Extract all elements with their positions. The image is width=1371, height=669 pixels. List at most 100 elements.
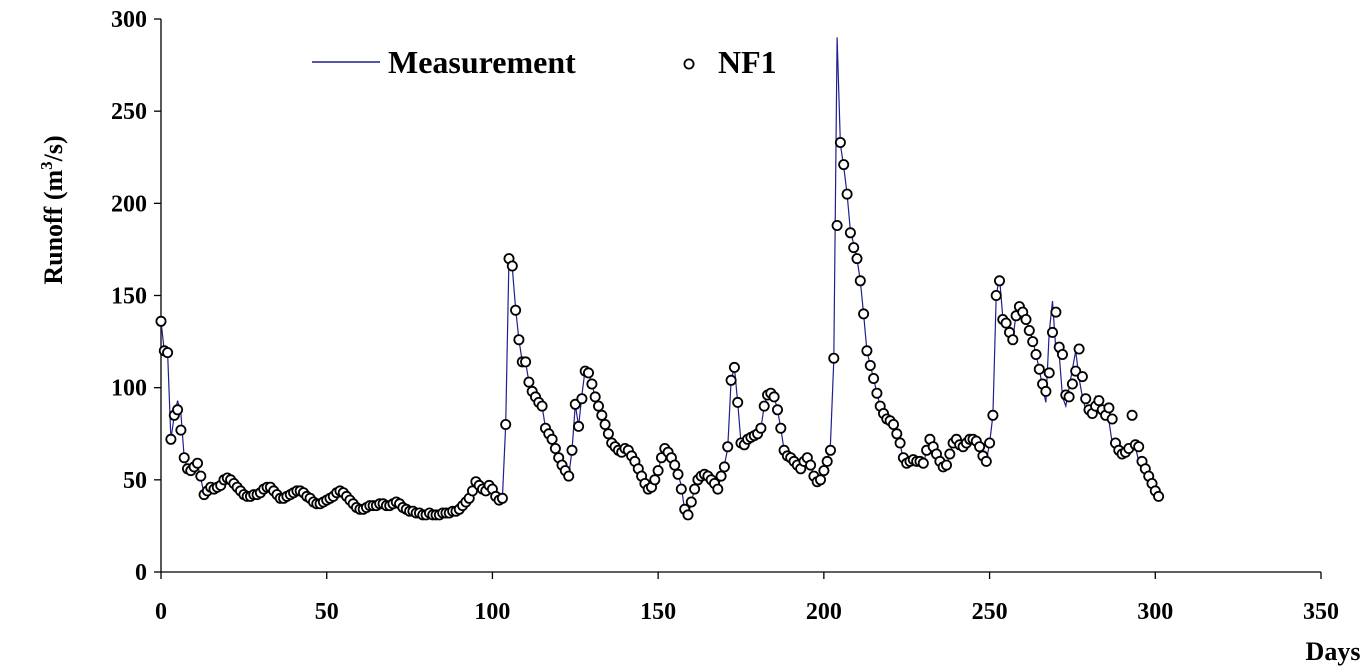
nf1-point — [549, 442, 561, 454]
nf1-point — [546, 433, 558, 445]
nf1-point — [583, 367, 595, 379]
nf1-point — [506, 260, 518, 272]
nf1-point — [602, 428, 614, 440]
nf1-point — [175, 424, 187, 436]
nf1-point — [1023, 324, 1035, 336]
x-axis-title: Days — [1306, 637, 1361, 666]
nf1-point — [165, 433, 177, 445]
nf1-point — [828, 352, 840, 364]
nf1-point — [1066, 378, 1078, 390]
nf1-point — [848, 242, 860, 254]
nf1-point — [851, 253, 863, 265]
nf1-point — [1007, 334, 1019, 346]
nf1-point — [523, 376, 535, 388]
measurement-line — [160, 37, 1159, 519]
nf1-point — [649, 474, 661, 486]
nf1-point — [980, 455, 992, 467]
y-axis-title-tail: /s) — [39, 135, 68, 162]
nf1-point — [987, 409, 999, 421]
nf1-point — [162, 347, 174, 359]
nf1-point — [589, 391, 601, 403]
measurement-series — [160, 37, 1159, 519]
nf1-point — [1106, 413, 1118, 425]
y-tick-label: 50 — [123, 468, 147, 494]
nf1-point — [844, 227, 856, 239]
y-axis-title-main: Runoff (m — [39, 170, 68, 285]
nf1-point — [566, 444, 578, 456]
nf1-point — [861, 345, 873, 357]
nf1-point — [725, 374, 737, 386]
nf1-point — [841, 188, 853, 200]
y-tick-labels: 0 50 100 150 200 250 300 — [111, 7, 147, 586]
nf1-point — [864, 359, 876, 371]
nf1-point — [944, 448, 956, 460]
nf1-point — [599, 418, 611, 430]
nf1-point — [894, 437, 906, 449]
x-tick-label: 50 — [315, 599, 339, 625]
legend-nf1-marker — [683, 58, 695, 70]
nf1-point — [772, 404, 784, 416]
nf1-point — [496, 492, 508, 504]
y-tick-label: 300 — [111, 7, 147, 33]
nf1-point — [805, 459, 817, 471]
nf1-point — [669, 459, 681, 471]
nf1-point — [563, 470, 575, 482]
nf1-point — [172, 404, 184, 416]
nf1-point — [1093, 395, 1105, 407]
nf1-point — [1027, 336, 1039, 348]
y-tick-label: 100 — [111, 376, 147, 402]
nf1-point — [576, 393, 588, 405]
y-tick-label: 200 — [111, 191, 147, 217]
nf1-point — [854, 275, 866, 287]
nf1-point — [1126, 409, 1138, 421]
nf1-point — [815, 474, 827, 486]
nf1-point — [732, 396, 744, 408]
nf1-point — [191, 457, 203, 469]
nf1-point — [500, 418, 512, 430]
nf1-point — [888, 418, 900, 430]
nf1-point — [1073, 343, 1085, 355]
nf1-point — [1047, 326, 1059, 338]
nf1-point — [825, 444, 837, 456]
nf1-point — [917, 457, 929, 469]
nf1-point — [821, 455, 833, 467]
nf1-point — [834, 136, 846, 148]
nf1-point — [858, 308, 870, 320]
x-tick-label: 150 — [640, 599, 676, 625]
nf1-point — [974, 441, 986, 453]
nf1-point — [818, 465, 830, 477]
nf1-point — [838, 159, 850, 171]
nf1-point — [868, 372, 880, 384]
nf1-point — [513, 334, 525, 346]
nf1-point — [768, 391, 780, 403]
legend-measurement-label: Measurement — [388, 44, 576, 80]
nf1-point — [994, 275, 1006, 287]
nf1-point — [672, 468, 684, 480]
legend: Measurement NF1 — [312, 44, 777, 80]
nf1-series — [155, 136, 1165, 521]
nf1-point — [1063, 391, 1075, 403]
nf1-point — [520, 356, 532, 368]
nf1-point — [1133, 441, 1145, 453]
nf1-point — [715, 470, 727, 482]
nf1-point — [1080, 393, 1092, 405]
nf1-point — [1040, 385, 1052, 397]
nf1-point — [941, 459, 953, 471]
nf1-point — [712, 483, 724, 495]
y-tick-label: 0 — [135, 560, 147, 586]
x-tick-label: 200 — [806, 599, 842, 625]
nf1-point — [652, 465, 664, 477]
nf1-point — [1000, 317, 1012, 329]
nf1-point — [891, 428, 903, 440]
nf1-point — [831, 219, 843, 231]
axes — [154, 18, 1322, 579]
nf1-point — [728, 361, 740, 373]
nf1-point — [1153, 490, 1165, 502]
nf1-point — [984, 437, 996, 449]
y-tick-label: 150 — [111, 284, 147, 310]
nf1-point — [755, 422, 767, 434]
y-tick-label: 250 — [111, 99, 147, 125]
nf1-point — [1033, 363, 1045, 375]
x-tick-labels: 0 50 100 150 200 250 300 350 — [155, 599, 1339, 625]
nf1-point — [775, 422, 787, 434]
